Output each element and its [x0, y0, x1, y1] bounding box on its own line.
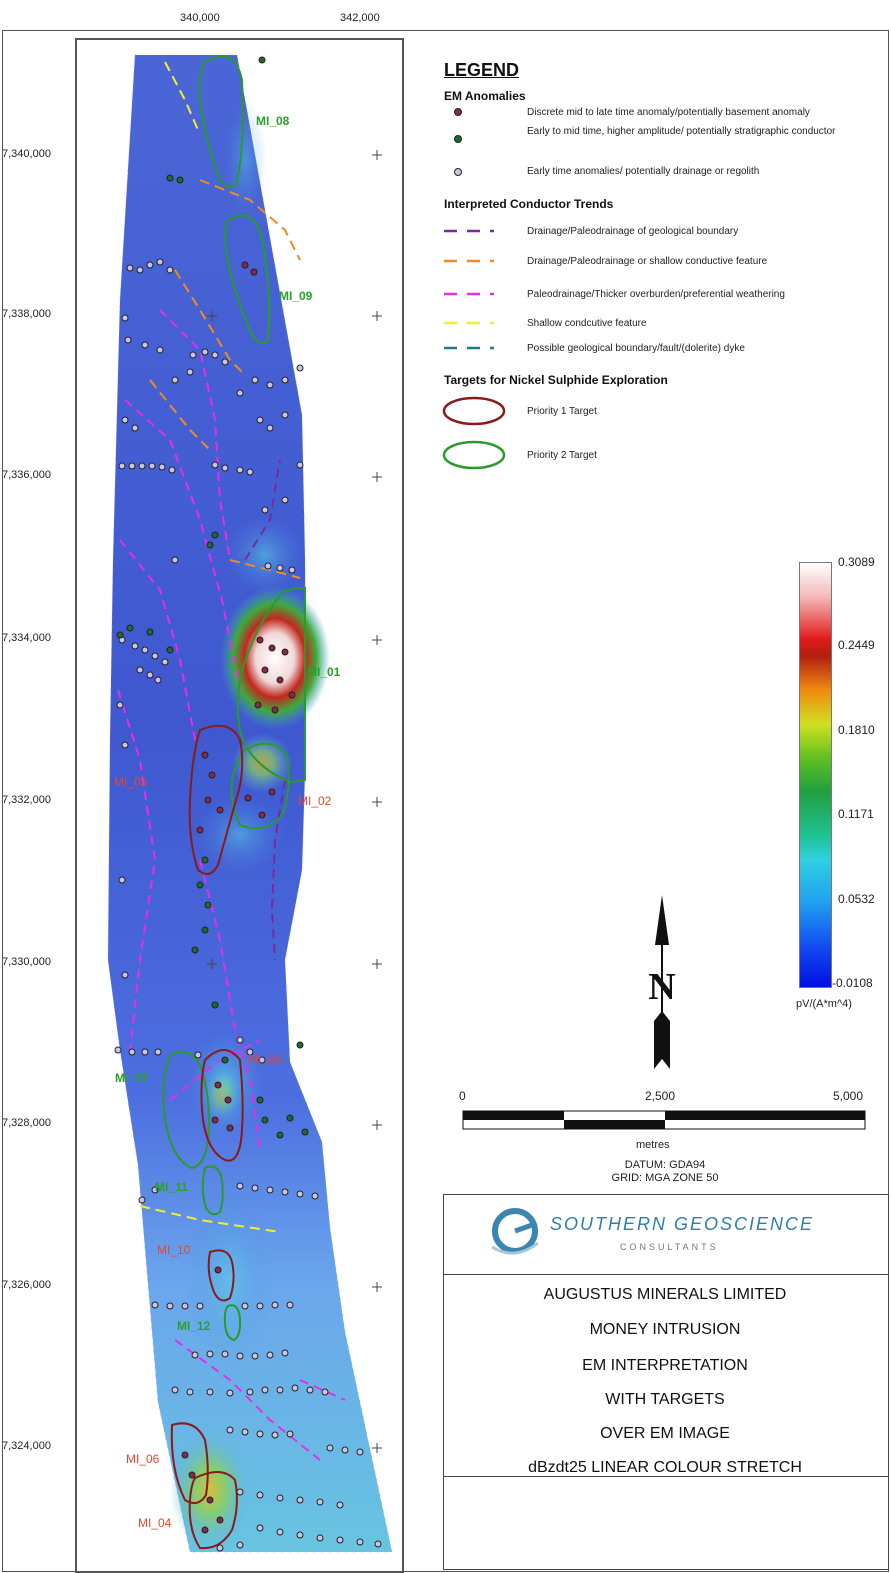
- legend-em-3: Early time anomalies/ potentially draina…: [527, 166, 760, 177]
- legend-trend-1: Drainage/Paleodrainage of geological bou…: [527, 226, 739, 237]
- footer-block: [443, 1476, 889, 1570]
- scale-tick-0: 0: [459, 1089, 466, 1103]
- colorbar-tick-1: 0.2449: [838, 638, 875, 652]
- colorbar-tick-3: 0.1171: [838, 807, 874, 821]
- north-arrow-icon: [654, 895, 670, 1069]
- company-block: [443, 1194, 889, 1276]
- title-block: [443, 1274, 889, 1478]
- colorbar-unit: pV/(A*m^4): [796, 998, 852, 1010]
- legend-target-shapes: [442, 396, 506, 470]
- legend-target-2: Priority 2 Target: [527, 450, 597, 461]
- colorbar-tick-4: 0.0532: [838, 892, 875, 906]
- x-tick-342000: 342,000: [340, 12, 380, 24]
- target-label-mi05: MI_05: [114, 775, 148, 789]
- title-line-5: OVER EM IMAGE: [600, 1425, 730, 1442]
- colorbar-tick-2: 0.1810: [838, 723, 875, 737]
- title-line-6: dBzdt25 LINEAR COLOUR STRETCH: [528, 1459, 802, 1476]
- colorbar: [799, 562, 832, 988]
- y-tick-7338000: 7,338,000: [2, 308, 51, 320]
- legend-em-2: Early to mid time, higher amplitude/ pot…: [527, 126, 836, 137]
- legend-trend-heading: Interpreted Conductor Trends: [444, 197, 614, 211]
- title-line-4: WITH TARGETS: [605, 1391, 725, 1408]
- legend-em-1: Discrete mid to late time anomaly/potent…: [527, 107, 810, 118]
- y-tick-7330000: 7,330,000: [2, 956, 51, 968]
- outer-frame: [2, 30, 889, 1572]
- target-label-mi03: MI_03: [248, 1052, 282, 1066]
- legend-trend-5: Possible geological boundary/fault/(dole…: [527, 343, 745, 354]
- datum-label: DATUM: GDA94: [624, 1159, 706, 1171]
- scale-tick-2500: 2,500: [645, 1089, 676, 1103]
- target-label-mi06: MI_06: [126, 1452, 160, 1466]
- company-name: SOUTHERN GEOSCIENCE: [550, 1214, 815, 1234]
- legend-trend-4: Shallow condcutive feature: [527, 318, 647, 329]
- x-tick-340000: 340,000: [180, 12, 220, 24]
- north-label: N: [648, 966, 676, 1008]
- map-frame: [75, 38, 404, 1573]
- scale-tick-5000: 5,000: [833, 1089, 864, 1103]
- scale-unit: metres: [636, 1139, 670, 1151]
- target-label-mi02: MI_02: [298, 794, 332, 808]
- title-line-1: AUGUSTUS MINERALS LIMITED: [543, 1286, 787, 1303]
- target-label-mi07: MI_07: [115, 1071, 149, 1085]
- legend-target-1: Priority 1 Target: [527, 406, 597, 417]
- title-block-text: AUGUSTUS MINERALS LIMITED MONEY INTRUSIO…: [443, 1274, 887, 1476]
- company-logo-icon: [491, 1208, 539, 1255]
- colorbar-tick-0: 0.3089: [838, 555, 875, 569]
- y-tick-7324000: 7,324,000: [2, 1440, 51, 1452]
- legend-trend-3: Paleodrainage/Thicker overburden/prefere…: [527, 289, 785, 300]
- legend-dot-mid: [454, 135, 462, 143]
- legend-title: LEGEND: [444, 60, 520, 80]
- legend-target-heading: Targets for Nickel Sulphide Exploration: [444, 373, 668, 387]
- em-image-map: [107, 54, 393, 1553]
- title-line-2: MONEY INTRUSION: [589, 1321, 741, 1338]
- legend-trend-2: Drainage/Paleodrainage or shallow conduc…: [527, 256, 768, 267]
- y-tick-7328000: 7,328,000: [2, 1117, 51, 1129]
- company-sub: CONSULTANTS: [620, 1242, 719, 1252]
- legend-dot-late: [454, 108, 462, 116]
- colorbar-tick-5: -0.0108: [832, 976, 873, 990]
- grid-label: GRID: MGA ZONE 50: [611, 1172, 719, 1184]
- y-tick-7340000: 7,340,000: [2, 148, 51, 160]
- legend-em-heading: EM Anomalies: [444, 89, 526, 103]
- target-label-mi09: MI_09: [279, 289, 313, 303]
- scale-bar: [462, 1110, 866, 1130]
- y-tick-7336000: 7,336,000: [2, 469, 51, 481]
- target-label-mi12: MI_12: [177, 1319, 211, 1333]
- y-tick-7326000: 7,326,000: [2, 1279, 51, 1291]
- target-label-mi11: MI_11: [155, 1180, 188, 1194]
- y-tick-7332000: 7,332,000: [2, 794, 51, 806]
- y-tick-7334000: 7,334,000: [2, 632, 51, 644]
- legend-dot-early: [454, 168, 462, 176]
- target-label-mi10: MI_10: [157, 1243, 191, 1257]
- target-label-mi01: MI_01: [307, 665, 341, 679]
- target-label-mi08: MI_08: [256, 114, 290, 128]
- legend-trend-lines: [444, 229, 494, 350]
- title-line-3: EM INTERPRETATION: [582, 1357, 748, 1374]
- target-label-mi04: MI_04: [138, 1516, 172, 1530]
